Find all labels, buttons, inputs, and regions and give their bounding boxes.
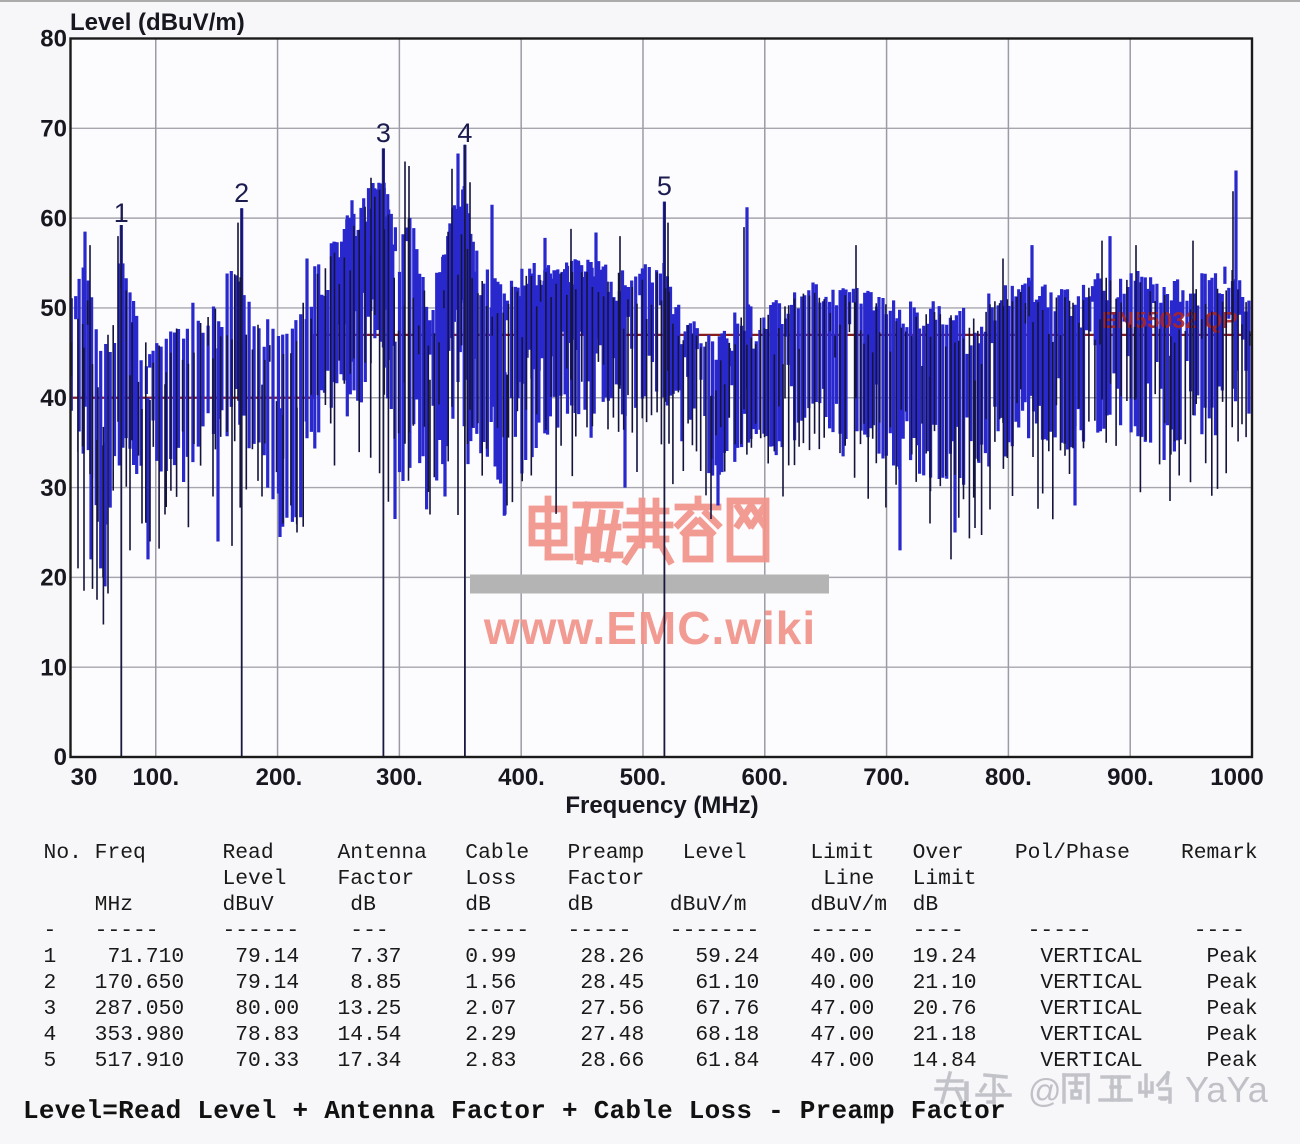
svg-text:900.: 900. bbox=[1107, 764, 1154, 791]
svg-text:700.: 700. bbox=[863, 764, 910, 791]
svg-text:Level (dBuV/m): Level (dBuV/m) bbox=[70, 9, 245, 36]
svg-text:1: 1 bbox=[114, 198, 129, 228]
svg-text:YaYa: YaYa bbox=[1185, 1069, 1269, 1110]
svg-text:400.: 400. bbox=[498, 764, 545, 791]
svg-text:1000: 1000 bbox=[1210, 764, 1263, 791]
svg-text:2: 2 bbox=[234, 178, 249, 208]
svg-text:600.: 600. bbox=[741, 764, 788, 791]
svg-text:4: 4 bbox=[457, 118, 472, 148]
svg-text:500.: 500. bbox=[620, 764, 667, 791]
svg-text:Frequency (MHz): Frequency (MHz) bbox=[565, 792, 758, 819]
svg-text:40: 40 bbox=[40, 385, 67, 412]
svg-text:100.: 100. bbox=[132, 764, 179, 791]
svg-text:www.EMC.wiki: www.EMC.wiki bbox=[483, 602, 816, 654]
svg-text:200.: 200. bbox=[256, 764, 303, 791]
svg-text:300.: 300. bbox=[376, 764, 423, 791]
svg-text:20: 20 bbox=[40, 565, 67, 592]
svg-text:50: 50 bbox=[40, 295, 67, 322]
svg-text:800.: 800. bbox=[985, 764, 1032, 791]
svg-text:EN55032 QP: EN55032 QP bbox=[1102, 307, 1238, 333]
svg-text:3: 3 bbox=[376, 118, 391, 148]
svg-text:@: @ bbox=[1028, 1072, 1062, 1109]
svg-text:30: 30 bbox=[40, 475, 67, 502]
svg-text:0: 0 bbox=[54, 744, 67, 771]
svg-text:5: 5 bbox=[657, 171, 672, 201]
svg-text:70: 70 bbox=[40, 116, 67, 143]
svg-text:10: 10 bbox=[40, 654, 67, 681]
svg-text:30: 30 bbox=[71, 764, 98, 791]
svg-text:60: 60 bbox=[40, 205, 67, 232]
svg-text:80: 80 bbox=[40, 26, 67, 53]
